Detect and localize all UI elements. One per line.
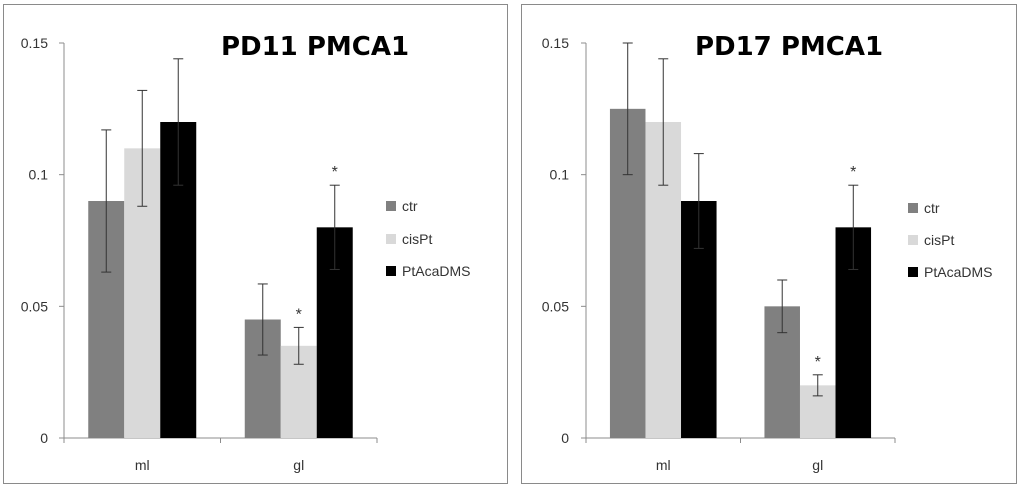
legend-label-PtAcaDMS: PtAcaDMS xyxy=(924,264,992,280)
category-label: gl xyxy=(812,457,823,473)
chart-pd17-svg: PD17 PMCA1 0 0.05 0.1 0.15 ml gl * * ctr cisPt PtAc… xyxy=(542,32,993,473)
legend-swatch-PtAcaDMS xyxy=(386,266,396,276)
chart-panel-pd11: PD11 PMCA1 0 0.05 0.1 0.15 ml gl * * ctr cisPt PtAc… xyxy=(3,4,508,484)
chart-panel-pd17: PD17 PMCA1 0 0.05 0.1 0.15 ml gl * * ctr cisPt PtAc… xyxy=(521,4,1017,484)
y-tick-label: 0.15 xyxy=(21,35,48,51)
legend-swatch-ctr xyxy=(386,201,396,211)
significance-marker: * xyxy=(815,354,821,371)
y-tick-label: 0.05 xyxy=(21,298,48,314)
category-label: gl xyxy=(293,457,304,473)
legend-swatch-ctr xyxy=(908,203,918,213)
y-tick-label: 0.05 xyxy=(542,298,569,314)
legend-label-cisPt: cisPt xyxy=(402,231,432,247)
legend-label-PtAcaDMS: PtAcaDMS xyxy=(402,263,470,279)
legend-label-ctr: ctr xyxy=(402,198,418,214)
legend-label-cisPt: cisPt xyxy=(924,232,954,248)
y-tick-label: 0 xyxy=(561,430,569,446)
legend-swatch-cisPt xyxy=(386,234,396,244)
y-tick-label: 0.15 xyxy=(542,35,569,51)
category-label: ml xyxy=(656,457,671,473)
chart-title: PD17 PMCA1 xyxy=(695,32,883,62)
significance-marker: * xyxy=(296,306,302,323)
chart-title: PD11 PMCA1 xyxy=(221,32,409,62)
y-tick-label: 0 xyxy=(40,430,48,446)
y-tick-label: 0.1 xyxy=(550,167,570,183)
legend-label-ctr: ctr xyxy=(924,200,940,216)
y-tick-label: 0.1 xyxy=(29,167,49,183)
chart-pd11-svg: PD11 PMCA1 0 0.05 0.1 0.15 ml gl * * ctr cisPt PtAc… xyxy=(21,32,471,473)
significance-marker: * xyxy=(850,164,856,181)
significance-marker: * xyxy=(332,164,338,181)
legend-swatch-PtAcaDMS xyxy=(908,267,918,277)
legend-swatch-cisPt xyxy=(908,235,918,245)
category-label: ml xyxy=(135,457,150,473)
